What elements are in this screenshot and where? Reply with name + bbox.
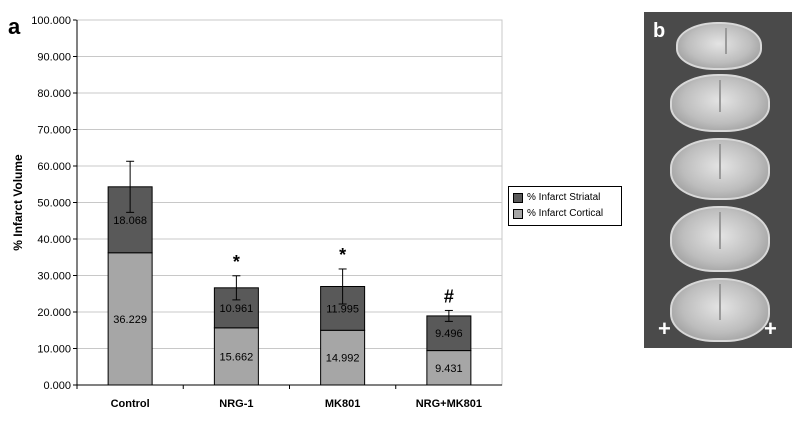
y-axis-title: % Infarct Volume (11, 154, 25, 251)
bar-data-label: 10.961 (220, 303, 254, 315)
bar-data-label: 11.995 (326, 303, 359, 315)
y-tick-label: 20.000 (37, 307, 71, 319)
y-tick-label: 40.000 (37, 234, 71, 246)
y-tick-label: 0.000 (43, 380, 71, 392)
legend-item-striatal: % Infarct Striatal (513, 190, 617, 206)
bar-segment-cortical (320, 329, 366, 386)
brain-slice-1 (676, 22, 762, 70)
x-category-label: Control (111, 398, 150, 410)
bar-segment-cortical (213, 327, 259, 386)
plus-marker-left: + (658, 316, 671, 341)
bar-segment-cortical (107, 252, 153, 386)
y-tick-label: 50.000 (37, 198, 71, 210)
y-tick-label: 70.000 (37, 125, 71, 137)
legend-swatch-striatal (513, 193, 523, 203)
legend-swatch-cortical (513, 209, 523, 219)
significance-marker: * (339, 245, 346, 265)
x-category-label: NRG+MK801 (416, 398, 482, 410)
y-tick-label: 80.000 (37, 88, 71, 100)
chart-legend: % Infarct Striatal % Infarct Cortical (508, 186, 622, 226)
brain-slice-3 (670, 138, 770, 200)
bar-segment-cortical (426, 350, 472, 386)
legend-label-striatal: % Infarct Striatal (527, 192, 601, 203)
significance-marker: * (233, 252, 240, 272)
y-tick-label: 90.000 (37, 52, 71, 64)
panel-a-label: a (8, 14, 21, 39)
bar-segment-striatal (107, 186, 153, 254)
brain-slice-5 (670, 278, 770, 342)
brain-slice-4 (670, 206, 770, 272)
x-category-label: MK801 (325, 398, 360, 410)
bar-data-label: 9.431 (435, 363, 463, 375)
legend-label-cortical: % Infarct Cortical (527, 208, 604, 219)
bar-data-label: 9.496 (435, 328, 463, 340)
bar-data-label: 36.229 (113, 314, 147, 326)
y-tick-label: 10.000 (37, 344, 71, 356)
y-tick-label: 30.000 (37, 271, 71, 283)
bar-data-label: 18.068 (113, 215, 147, 227)
stacked-bar-chart: 0.000 10.000 20.000 30.000 40.000 50.000 60.00… (11, 15, 503, 410)
y-tick-label: 60.000 (37, 161, 71, 173)
legend-item-cortical: % Infarct Cortical (513, 206, 617, 222)
bar-data-label: 14.992 (326, 353, 360, 365)
y-tick-label: 100.000 (31, 15, 71, 27)
significance-marker: # (444, 286, 454, 306)
x-category-label: NRG-1 (219, 398, 253, 410)
panel-b-label: b (653, 20, 666, 42)
brain-slices-photo: b + + (644, 12, 792, 348)
brain-slice-2 (670, 74, 770, 132)
plus-marker-right: + (764, 316, 777, 341)
bar-data-label: 15.662 (220, 351, 254, 363)
